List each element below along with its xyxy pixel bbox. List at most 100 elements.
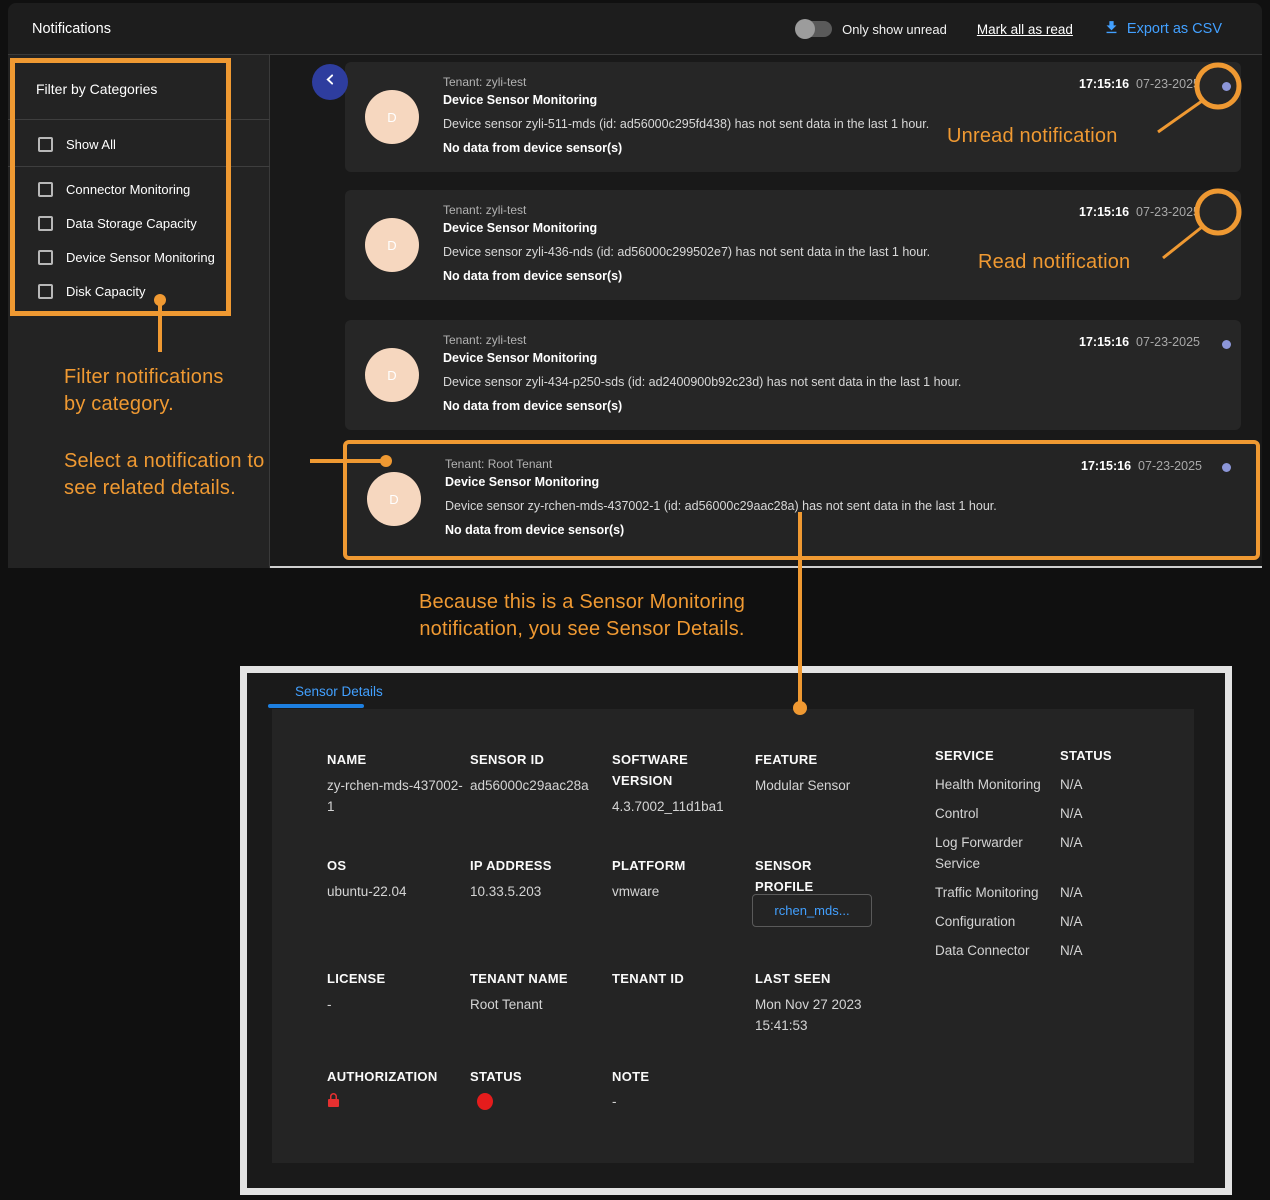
note-label: NOTE [612, 1069, 650, 1084]
download-icon [1103, 19, 1120, 40]
notification-summary: No data from device sensor(s) [445, 523, 625, 537]
avatar: D [365, 90, 419, 144]
checkbox-data-storage-capacity[interactable]: Data Storage Capacity [38, 214, 197, 232]
date: 07-23-2025 [1136, 77, 1200, 91]
name-value: zy-rchen-mds-437002-1 [327, 778, 463, 814]
tenant-name-label: TENANT NAME [470, 971, 568, 986]
notification-summary: No data from device sensor(s) [443, 141, 623, 155]
filter-sidebar: Filter by Categories Show All Connector … [8, 55, 270, 568]
tab-sensor-details[interactable]: Sensor Details [295, 684, 383, 699]
status-header: STATUS [1060, 748, 1112, 763]
authorization-label: AUTHORIZATION [327, 1069, 438, 1084]
ip-address-label: IP ADDRESS [470, 858, 552, 873]
service-status: N/A [1060, 914, 1083, 929]
avatar-letter: D [389, 491, 399, 507]
notification-summary: No data from device sensor(s) [443, 269, 623, 283]
collapse-sidebar-button[interactable] [312, 64, 348, 100]
checkbox-disk-capacity[interactable]: Disk Capacity [38, 282, 145, 300]
service-status: N/A [1060, 943, 1083, 958]
date: 07-23-2025 [1136, 335, 1200, 349]
service-name: Data Connector [935, 943, 1030, 958]
os-value: ubuntu-22.04 [327, 884, 407, 899]
service-name: Configuration [935, 914, 1016, 929]
checkbox-label: Disk Capacity [66, 283, 146, 299]
checkbox-icon[interactable] [38, 283, 53, 299]
notification-timestamp: 17:15:16 07-23-2025 [1079, 205, 1200, 219]
sensor-profile-label: SENSOR PROFILE [755, 858, 814, 894]
divider [8, 166, 270, 167]
export-csv-label: Export as CSV [1126, 21, 1222, 37]
service-row: Traffic Monitoring N/A [935, 882, 1175, 903]
license-value: - [327, 997, 332, 1012]
export-csv-button[interactable]: Export as CSV [1103, 19, 1222, 40]
notification-message: Device sensor zyli-436-nds (id: ad56000c… [443, 245, 931, 259]
checkbox-icon[interactable] [38, 181, 53, 197]
software-version-label: SOFTWARE VERSION [612, 752, 689, 788]
avatar-letter: D [387, 237, 397, 253]
checkbox-show-all[interactable]: Show All [38, 135, 116, 153]
checkbox-icon[interactable] [38, 136, 53, 152]
divider [8, 119, 270, 120]
checkbox-device-sensor-monitoring[interactable]: Device Sensor Monitoring [38, 248, 215, 266]
notification-tenant: Tenant: zyli-test [443, 203, 527, 217]
header-bar: Notifications Only show unread Mark all … [8, 3, 1262, 55]
notification-timestamp: 17:15:16 07-23-2025 [1079, 335, 1200, 349]
notification-tenant: Tenant: zyli-test [443, 75, 527, 89]
platform-value: vmware [612, 884, 660, 899]
notification-timestamp: 17:15:16 07-23-2025 [1079, 77, 1200, 91]
annotation-because-line2: notification, you see Sensor Details. [419, 618, 745, 640]
time: 17:15:16 [1079, 335, 1130, 349]
notification-card[interactable]: D Tenant: zyli-test Device Sensor Monito… [345, 190, 1241, 300]
feature-value: Modular Sensor [755, 778, 851, 793]
time: 17:15:16 [1079, 77, 1130, 91]
checkbox-label: Connector Monitoring [66, 181, 191, 197]
mark-all-as-read-link[interactable]: Mark all as read [976, 21, 1073, 37]
ip-address-value: 10.33.5.203 [470, 884, 542, 899]
authorization-lock-icon [327, 1093, 340, 1113]
notification-card[interactable]: D Tenant: zyli-test Device Sensor Monito… [345, 62, 1241, 172]
unread-dot [1222, 82, 1231, 91]
service-header: SERVICE [935, 748, 994, 763]
checkbox-icon[interactable] [38, 215, 53, 231]
notification-tenant: Tenant: Root Tenant [445, 457, 553, 471]
service-row: Configuration N/A [935, 911, 1175, 932]
checkbox-label: Data Storage Capacity [66, 215, 197, 231]
service-status: N/A [1060, 835, 1083, 850]
os-label: OS [327, 858, 347, 873]
avatar: D [365, 218, 419, 272]
notification-card-selected[interactable]: D Tenant: Root Tenant Device Sensor Moni… [343, 440, 1260, 560]
sensor-profile-button[interactable]: rchen_mds... [752, 894, 872, 927]
date: 07-23-2025 [1138, 459, 1202, 473]
notification-card[interactable]: D Tenant: zyli-test Device Sensor Monito… [345, 320, 1241, 430]
sensor-details-content: NAME zy-rchen-mds-437002-1 SENSOR ID ad5… [272, 709, 1194, 1163]
checkbox-connector-monitoring[interactable]: Connector Monitoring [38, 180, 190, 198]
notifications-panel: Notifications Only show unread Mark all … [8, 3, 1262, 568]
notification-message: Device sensor zyli-434-p250-sds (id: ad2… [443, 375, 962, 389]
notification-category: Device Sensor Monitoring [443, 351, 598, 365]
checkbox-icon[interactable] [38, 249, 53, 265]
only-show-unread-toggle[interactable] [795, 19, 833, 39]
date: 07-23-2025 [1136, 205, 1200, 219]
only-show-unread-label: Only show unread [842, 21, 947, 37]
notification-message: Device sensor zy-rchen-mds-437002-1 (id:… [445, 499, 997, 513]
notification-category: Device Sensor Monitoring [443, 93, 598, 107]
avatar-letter: D [387, 109, 397, 125]
annotation-because: Because this is a Sensor Monitoring noti… [386, 589, 778, 643]
service-table-header: SERVICE STATUS [935, 745, 1175, 766]
annotation-because-line1: Because this is a Sensor Monitoring [418, 591, 746, 613]
service-status-table: SERVICE STATUS Health Monitoring N/A Con… [935, 745, 1175, 969]
unread-dot [1222, 463, 1231, 472]
service-row: Data Connector N/A [935, 940, 1175, 961]
platform-label: PLATFORM [612, 858, 686, 873]
notification-category: Device Sensor Monitoring [445, 475, 600, 489]
tenant-id-label: TENANT ID [612, 971, 685, 986]
last-seen-value: Mon Nov 27 2023 15:41:53 [755, 997, 862, 1033]
service-name: Control [935, 806, 979, 821]
service-row: Log Forwarder Service N/A [935, 832, 1175, 874]
filter-title: Filter by Categories [36, 81, 158, 97]
notification-timestamp: 17:15:16 07-23-2025 [1081, 459, 1202, 473]
tenant-name-value: Root Tenant [470, 997, 543, 1012]
notification-summary: No data from device sensor(s) [443, 399, 623, 413]
checkbox-label: Device Sensor Monitoring [66, 249, 215, 265]
page-title: Notifications [32, 21, 111, 37]
